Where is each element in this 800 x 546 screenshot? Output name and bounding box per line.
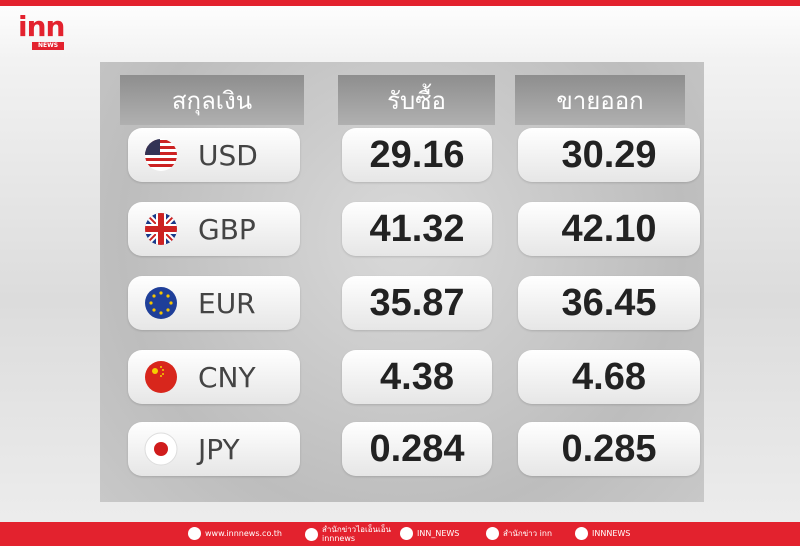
buy-rate: 35.87 [342, 276, 492, 330]
currency-cell: EUR [128, 276, 300, 330]
footer-item: www.innnews.co.th [188, 527, 282, 540]
footer-text: www.innnews.co.th [205, 529, 282, 538]
footer-item: สำนักข่าวไอเอ็นเอ็น innnews [305, 525, 391, 543]
flag [145, 361, 177, 393]
buy-rate: 4.38 [342, 350, 492, 404]
sell-rate: 4.68 [518, 350, 700, 404]
column-header: ขายออก [515, 75, 685, 125]
currency-cell: GBP [128, 202, 300, 256]
footer-text: INNNEWS [592, 529, 631, 538]
footer: www.innnews.co.th สำนักข่าวไอเอ็นเอ็น inn… [0, 522, 800, 546]
column-header: สกุลเงิน [120, 75, 304, 125]
footer-item: INNNEWS [575, 527, 630, 540]
rate-table: สกุลเงิน รับซื้อ ขายออก USD 29.16 30.29 … [100, 62, 704, 502]
currency-cell: CNY [128, 350, 300, 404]
logo-text: inn [18, 10, 65, 43]
footer-item: INN_NEWS [400, 527, 459, 540]
buy-rate: 29.16 [342, 128, 492, 182]
sell-rate: 42.10 [518, 202, 700, 256]
sell-rate: 30.29 [518, 128, 700, 182]
footer-text: INN_NEWS [417, 529, 460, 538]
sell-rate: 36.45 [518, 276, 700, 330]
currency-code: EUR [198, 286, 256, 320]
currency-cell: JPY [128, 422, 300, 476]
column-header: รับซื้อ [338, 75, 495, 125]
footer-text: สำนักข่าวไอเอ็นเอ็น innnews [322, 525, 391, 543]
currency-code: JPY [198, 432, 240, 466]
currency-cell: USD [128, 128, 300, 182]
footer-text: innnews [322, 534, 356, 543]
buy-rate: 0.284 [342, 422, 492, 476]
flag [145, 139, 177, 171]
currency-code: GBP [198, 212, 256, 246]
flag [145, 287, 177, 319]
buy-rate: 41.32 [342, 202, 492, 256]
currency-code: USD [198, 138, 258, 172]
logo: inn NEWS [18, 12, 78, 52]
footer-text: สำนักข่าวไอเอ็นเอ็น [322, 525, 391, 534]
top-bar [0, 0, 800, 6]
footer-text: สำนักข่าว inn [503, 529, 553, 538]
currency-code: CNY [198, 360, 256, 394]
sell-rate: 0.285 [518, 422, 700, 476]
flag [144, 432, 178, 466]
logo-subtext: NEWS [32, 42, 65, 50]
flag [145, 213, 177, 245]
footer-item: สำนักข่าว inn [486, 527, 552, 540]
